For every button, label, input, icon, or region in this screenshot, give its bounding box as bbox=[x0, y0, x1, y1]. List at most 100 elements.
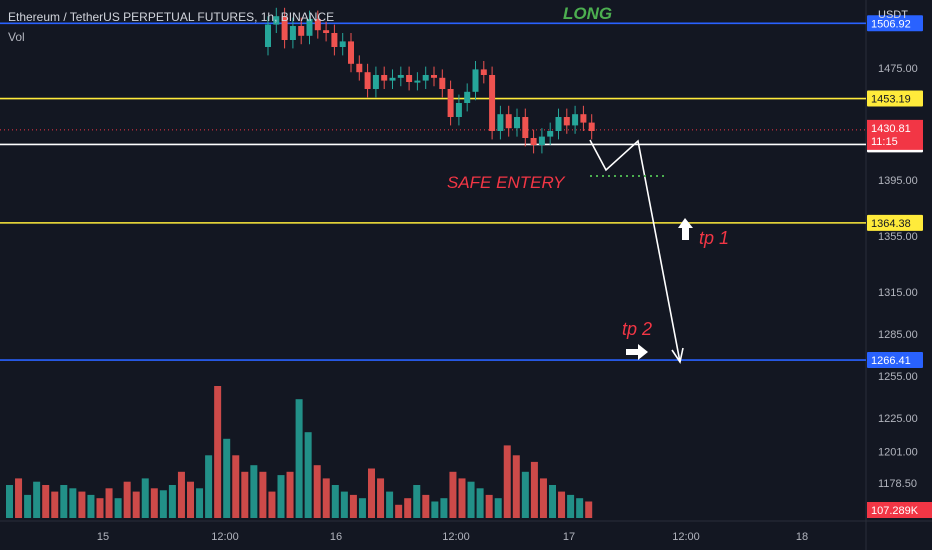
volume-bar bbox=[277, 475, 285, 518]
candle-body bbox=[397, 75, 404, 78]
volume-bar bbox=[458, 478, 466, 518]
volume-bar bbox=[322, 478, 330, 518]
safe-entry-annotation: SAFE ENTERY bbox=[447, 173, 566, 192]
candle-body bbox=[547, 131, 554, 137]
volume-bar bbox=[503, 445, 511, 518]
price-tick-label: 1255.00 bbox=[878, 371, 918, 383]
volume-tag bbox=[867, 502, 932, 518]
volume-bar bbox=[340, 491, 348, 518]
volume-bar bbox=[404, 498, 412, 518]
volume-bar bbox=[331, 485, 339, 518]
volume-bar bbox=[223, 438, 231, 518]
candle-body bbox=[314, 19, 321, 31]
candle-body bbox=[447, 89, 454, 117]
volume-bar bbox=[368, 468, 375, 518]
tp1-annotation: tp 1 bbox=[699, 228, 729, 248]
volume-bar bbox=[494, 498, 502, 518]
volume-bar bbox=[132, 491, 140, 518]
volume-bar bbox=[105, 488, 113, 518]
candle-body bbox=[323, 30, 330, 33]
volume-bar bbox=[177, 471, 185, 518]
candle-body bbox=[563, 117, 570, 126]
candle-body bbox=[306, 19, 313, 36]
price-tick-label: 1315.00 bbox=[878, 287, 918, 299]
volume-bar bbox=[440, 498, 448, 518]
candle-body bbox=[530, 138, 537, 145]
time-tick-label: 15 bbox=[97, 531, 109, 543]
volume-bar bbox=[304, 432, 312, 518]
price-tick-label: 1201.00 bbox=[878, 447, 918, 459]
volume-value: 107.289K bbox=[871, 505, 919, 517]
volume-bar bbox=[521, 471, 529, 518]
price-level-tag bbox=[867, 214, 923, 231]
volume-bar bbox=[530, 461, 538, 518]
price-tick-label: 1395.00 bbox=[878, 175, 918, 187]
candle-body bbox=[505, 114, 512, 129]
price-level-tag bbox=[867, 90, 923, 107]
volume-bar bbox=[69, 488, 77, 518]
candle-body bbox=[348, 41, 354, 64]
volume-bar bbox=[549, 485, 556, 518]
volume-bar bbox=[313, 465, 321, 518]
candle-body bbox=[273, 16, 280, 25]
volume-bar bbox=[395, 504, 403, 518]
volume-bar bbox=[377, 478, 385, 518]
time-tick-label: 12:00 bbox=[442, 531, 470, 543]
price-level-value: 1266.41 bbox=[871, 355, 911, 367]
candle-body bbox=[472, 69, 479, 92]
tp2-right-arrow bbox=[626, 344, 648, 360]
volume-bar bbox=[78, 491, 86, 518]
long-annotation: LONG bbox=[563, 4, 612, 23]
price-tick-label: 1355.00 bbox=[878, 231, 918, 243]
volume-bar bbox=[141, 478, 149, 518]
volume-bar bbox=[60, 485, 68, 518]
candle-body bbox=[381, 75, 388, 81]
candle-body bbox=[522, 117, 529, 138]
tp1-up-arrow bbox=[678, 218, 693, 240]
volume-bar bbox=[196, 488, 204, 518]
candle-body bbox=[356, 63, 363, 73]
volume-bar bbox=[187, 481, 194, 518]
price-tick-label: 1225.00 bbox=[878, 413, 918, 425]
volume-bar bbox=[123, 481, 131, 518]
candle-body bbox=[298, 26, 305, 36]
volume-bar bbox=[512, 455, 520, 518]
candle-body bbox=[265, 24, 271, 47]
volume-bar bbox=[467, 481, 475, 518]
volume-bar bbox=[205, 455, 213, 518]
price-level-value: 1506.92 bbox=[871, 18, 911, 30]
volume-bar bbox=[431, 501, 439, 518]
symbol-title[interactable]: Ethereum / TetherUS PERPETUAL FUTURES, 1… bbox=[8, 10, 335, 24]
volume-bar bbox=[268, 491, 276, 518]
candle-body bbox=[455, 103, 462, 117]
candle-body bbox=[289, 26, 296, 40]
volume-bar bbox=[286, 471, 294, 518]
time-tick-label: 18 bbox=[796, 531, 808, 543]
volume-bar bbox=[386, 491, 394, 518]
volume-indicator-label[interactable]: Vol bbox=[8, 30, 25, 44]
volume-bar bbox=[539, 478, 547, 518]
volume-bar bbox=[558, 491, 566, 518]
time-tick-label: 12:00 bbox=[672, 531, 700, 543]
volume-bar bbox=[42, 485, 50, 518]
price-level-value: 1453.19 bbox=[871, 94, 911, 106]
volume-bar bbox=[232, 455, 240, 518]
price-level-value: 1364.38 bbox=[871, 218, 911, 230]
volume-bar bbox=[168, 485, 176, 518]
current-price-value: 1430.81 bbox=[871, 123, 911, 135]
candle-body bbox=[497, 114, 504, 131]
candle-body bbox=[406, 75, 413, 82]
time-tick-label: 12:00 bbox=[211, 531, 239, 543]
candle-body bbox=[389, 77, 396, 81]
volume-bar bbox=[476, 488, 484, 518]
tp2-annotation: tp 2 bbox=[622, 319, 652, 339]
volume-bar bbox=[87, 494, 95, 518]
volume-bar bbox=[159, 490, 167, 518]
volume-bar bbox=[413, 485, 421, 518]
volume-bar bbox=[33, 481, 41, 518]
candle-body bbox=[514, 117, 520, 129]
candle-body bbox=[364, 72, 371, 89]
volume-bar bbox=[295, 399, 303, 518]
volume-bar bbox=[422, 494, 430, 518]
